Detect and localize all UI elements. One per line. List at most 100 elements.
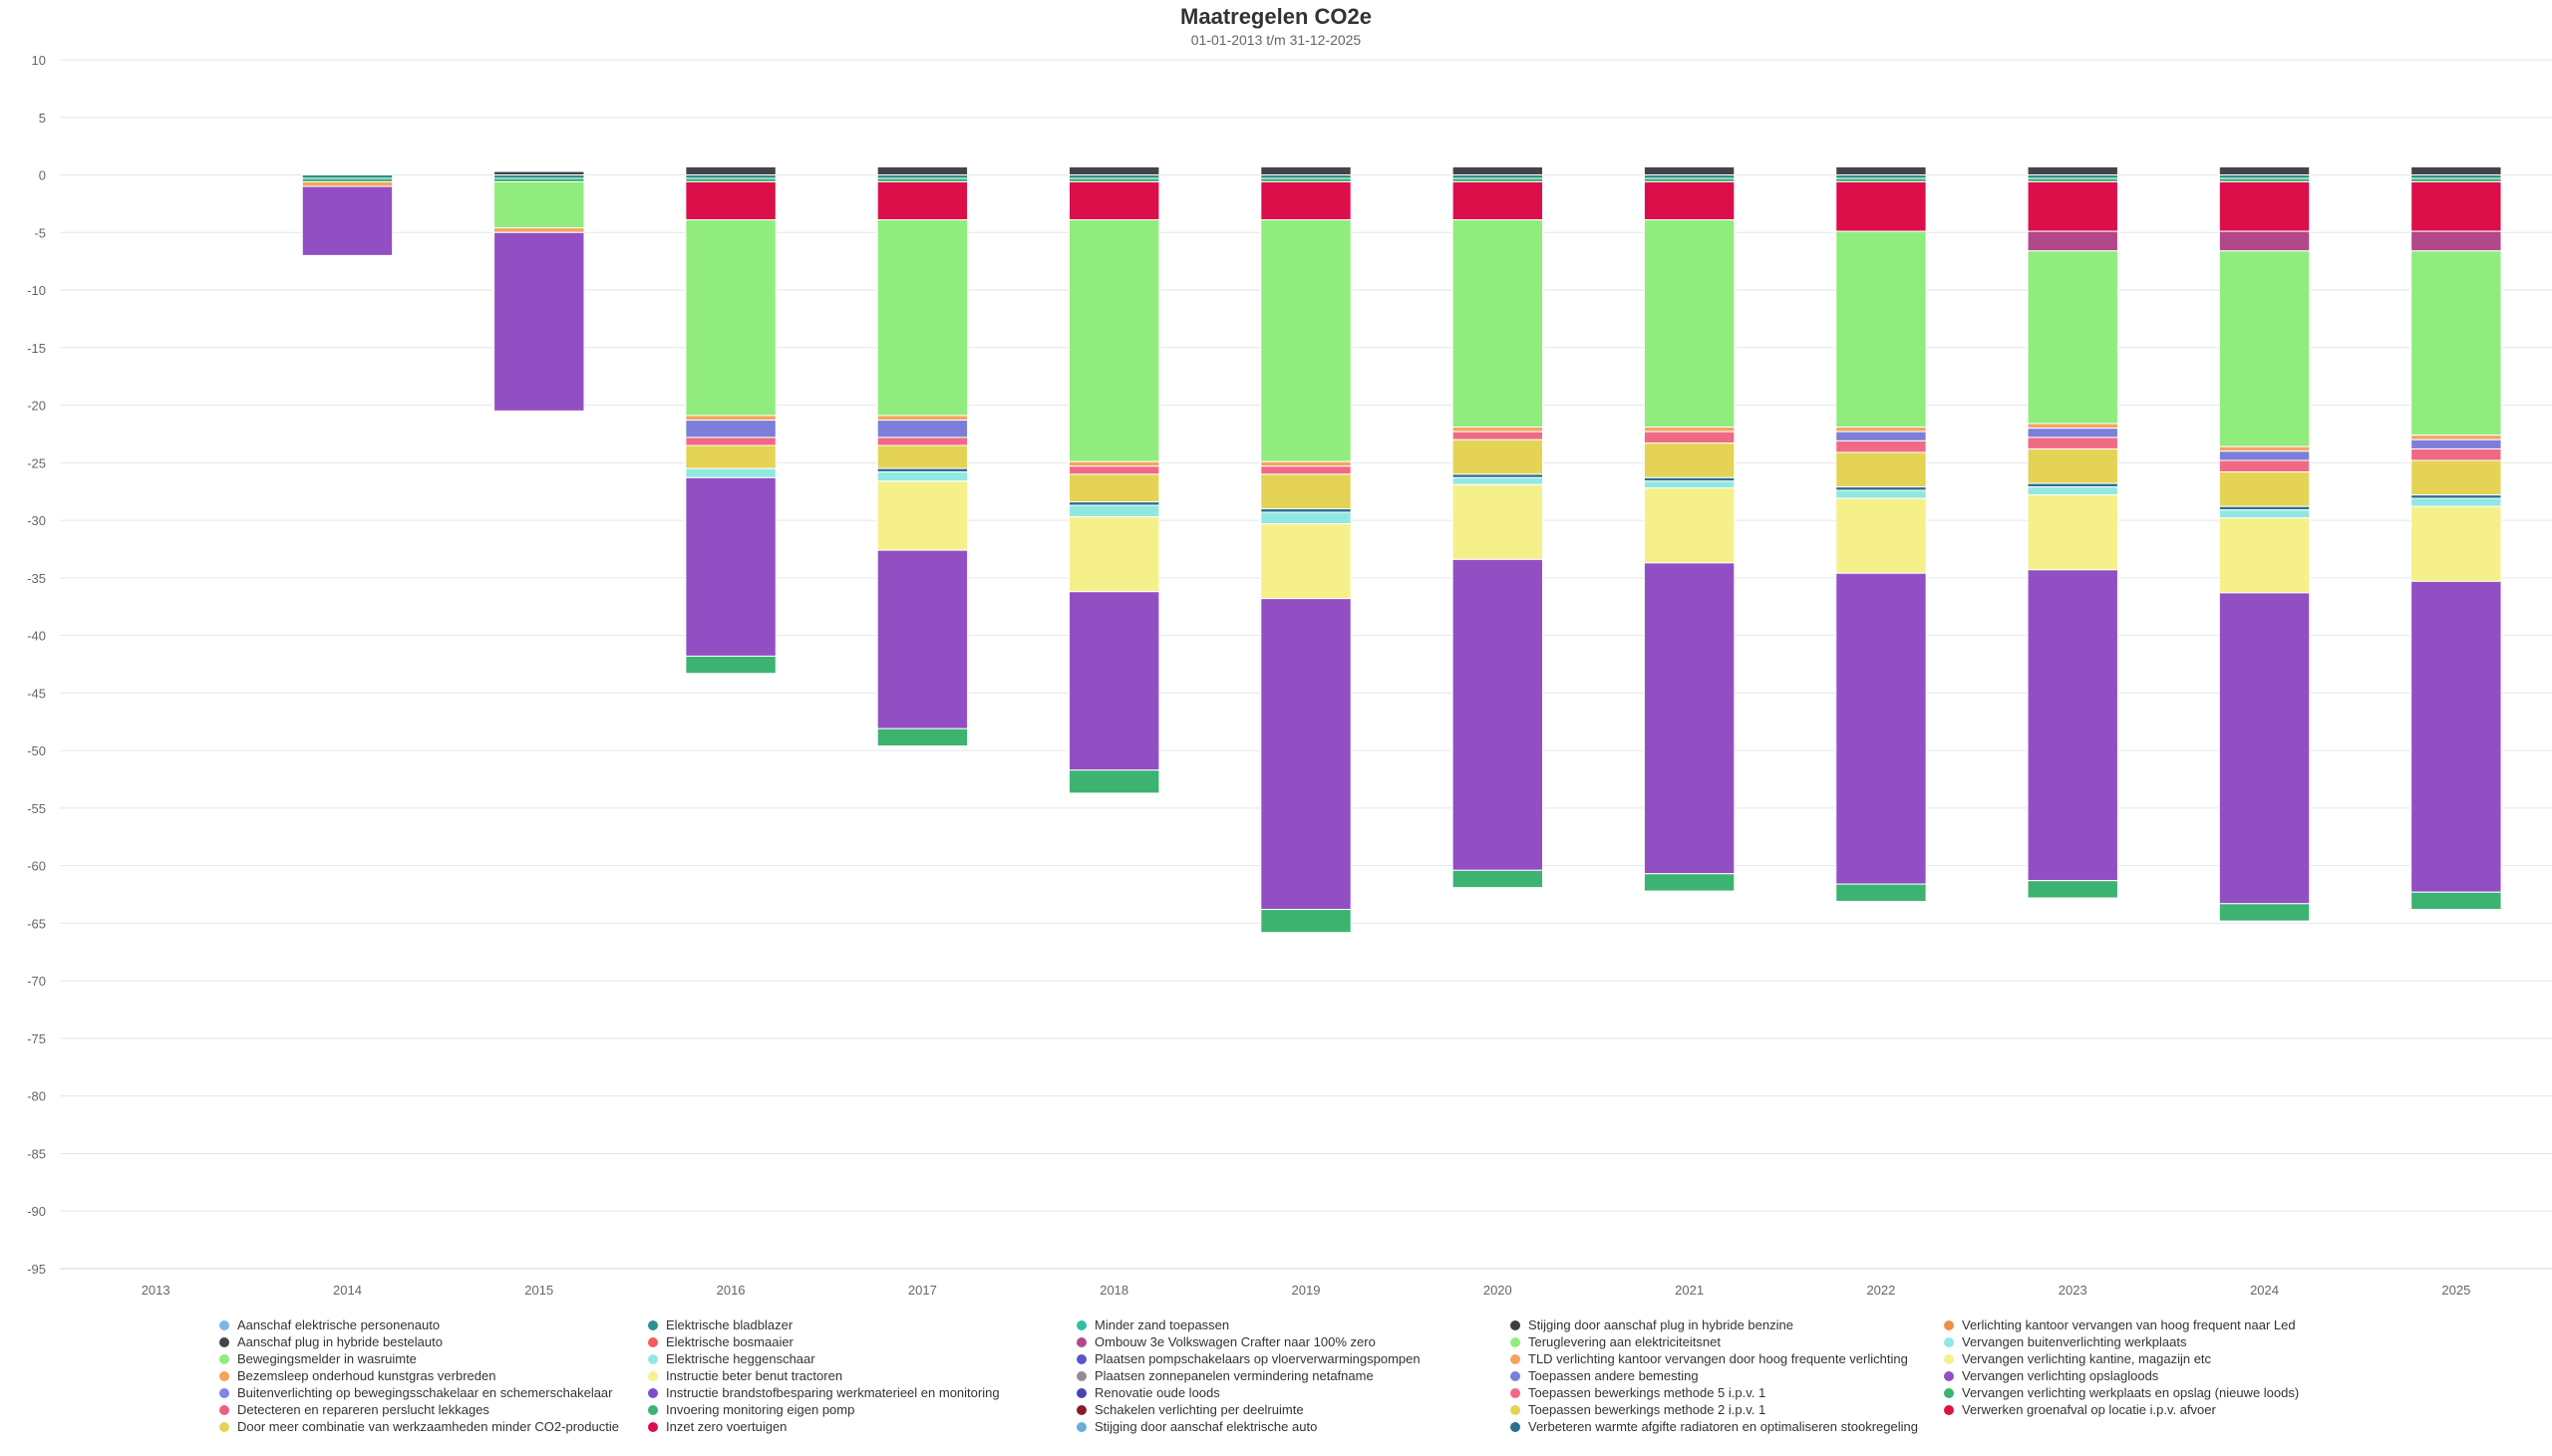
- bar-segment[interactable]: [2410, 165, 2502, 176]
- bar-segment[interactable]: [2410, 447, 2502, 461]
- bar-segment[interactable]: [1451, 473, 1543, 478]
- legend-item[interactable]: Ombouw 3e Volkswagen Crafter naar 100% z…: [1077, 1333, 1510, 1350]
- bar-segment[interactable]: [876, 177, 969, 182]
- bar-segment[interactable]: [1260, 511, 1352, 525]
- bar-segment[interactable]: [685, 476, 777, 657]
- bar-segment[interactable]: [876, 415, 969, 422]
- bar-segment[interactable]: [1643, 165, 1736, 176]
- bar-segment[interactable]: [1260, 523, 1352, 600]
- bar-segment[interactable]: [876, 471, 969, 482]
- bar-segment[interactable]: [2027, 447, 2118, 484]
- bar-segment[interactable]: [2218, 903, 2311, 922]
- bar-segment[interactable]: [2218, 174, 2311, 179]
- bar-segment[interactable]: [1069, 465, 1160, 475]
- bar-segment[interactable]: [685, 467, 777, 478]
- bar-segment[interactable]: [1260, 219, 1352, 462]
- bar-segment[interactable]: [876, 467, 969, 473]
- bar-segment[interactable]: [876, 437, 969, 446]
- bar-segment[interactable]: [1260, 508, 1352, 513]
- bar-segment[interactable]: [2027, 437, 2118, 449]
- bar-segment[interactable]: [1451, 869, 1543, 889]
- bar-segment[interactable]: [1451, 431, 1543, 440]
- legend-item[interactable]: Teruglevering aan elektriciteitsnet: [1510, 1333, 1944, 1350]
- bar-segment[interactable]: [2218, 517, 2311, 594]
- legend-item[interactable]: Bewegingsmelder in wasruimte: [219, 1350, 648, 1367]
- legend-item[interactable]: Inzet zero voertuigen: [648, 1418, 1077, 1435]
- bar-segment[interactable]: [493, 227, 585, 233]
- bar-segment[interactable]: [1643, 427, 1736, 433]
- bar-segment[interactable]: [2410, 438, 2502, 449]
- bar-segment[interactable]: [1643, 442, 1736, 478]
- bar-segment[interactable]: [1069, 180, 1160, 221]
- bar-segment[interactable]: [876, 420, 969, 438]
- legend-item[interactable]: Stijging door aanschaf plug in hybride b…: [1510, 1316, 1944, 1333]
- bar-segment[interactable]: [685, 415, 777, 422]
- legend-item[interactable]: Invoering monitoring eigen pomp: [648, 1401, 1077, 1418]
- bar-segment[interactable]: [2218, 509, 2311, 519]
- bar-segment[interactable]: [1643, 480, 1736, 489]
- bar-segment[interactable]: [1835, 497, 1927, 574]
- bar-segment[interactable]: [1260, 465, 1352, 475]
- bar-segment[interactable]: [1451, 483, 1543, 560]
- bar-segment[interactable]: [876, 444, 969, 469]
- legend-item[interactable]: Bezemsleep onderhoud kunstgras verbreden: [219, 1367, 648, 1384]
- bar-segment[interactable]: [685, 437, 777, 446]
- bar-segment[interactable]: [685, 177, 777, 182]
- bar-segment[interactable]: [1451, 427, 1543, 433]
- bar-segment[interactable]: [1451, 180, 1543, 221]
- bar-segment[interactable]: [1643, 562, 1736, 875]
- bar-segment[interactable]: [2218, 471, 2311, 507]
- legend-item[interactable]: Minder zand toepassen: [1077, 1316, 1510, 1333]
- legend-item[interactable]: Plaatsen zonnepanelen vermindering netaf…: [1077, 1367, 1510, 1384]
- legend-item[interactable]: Toepassen bewerkings methode 2 i.p.v. 1: [1510, 1401, 1944, 1418]
- bar-segment[interactable]: [1451, 438, 1543, 475]
- bar-segment[interactable]: [1835, 572, 1927, 885]
- bar-segment[interactable]: [876, 180, 969, 221]
- bar-segment[interactable]: [1451, 558, 1543, 871]
- legend-item[interactable]: Elektrische heggenschaar: [648, 1350, 1077, 1367]
- legend-item[interactable]: Verwerken groenafval op locatie i.p.v. a…: [1944, 1401, 2383, 1418]
- bar-segment[interactable]: [685, 174, 777, 179]
- bar-segment[interactable]: [685, 219, 777, 417]
- bar-segment[interactable]: [1835, 180, 1927, 232]
- bar-segment[interactable]: [2410, 174, 2502, 179]
- bar-segment[interactable]: [2218, 180, 2311, 232]
- legend-item[interactable]: Renovatie oude loods: [1077, 1384, 1510, 1401]
- bar-segment[interactable]: [2410, 230, 2502, 252]
- bar-segment[interactable]: [685, 165, 777, 176]
- bar-segment[interactable]: [1643, 873, 1736, 892]
- bar-segment[interactable]: [1835, 439, 1927, 453]
- bar-segment[interactable]: [876, 549, 969, 729]
- bar-segment[interactable]: [1643, 219, 1736, 429]
- bar-segment[interactable]: [2218, 592, 2311, 905]
- bar-segment[interactable]: [1451, 219, 1543, 429]
- bar-segment[interactable]: [1069, 516, 1160, 593]
- legend-item[interactable]: Aanschaf plug in hybride bestelauto: [219, 1333, 648, 1350]
- legend-item[interactable]: Buitenverlichting op bewegingsschakelaar…: [219, 1384, 648, 1401]
- bar-segment[interactable]: [2027, 494, 2118, 571]
- bar-segment[interactable]: [301, 177, 394, 182]
- bar-segment[interactable]: [1260, 165, 1352, 176]
- bar-segment[interactable]: [1451, 476, 1543, 485]
- legend-item[interactable]: Aanschaf elektrische personenauto: [219, 1316, 648, 1333]
- bar-segment[interactable]: [2027, 230, 2118, 252]
- bar-segment[interactable]: [1069, 177, 1160, 182]
- bar-segment[interactable]: [876, 219, 969, 417]
- bar-segment[interactable]: [1835, 165, 1927, 176]
- bar-segment[interactable]: [2027, 486, 2118, 496]
- bar-segment[interactable]: [1069, 460, 1160, 467]
- bar-segment[interactable]: [685, 444, 777, 469]
- bar-segment[interactable]: [876, 728, 969, 747]
- bar-segment[interactable]: [1835, 486, 1927, 491]
- bar-segment[interactable]: [2027, 250, 2118, 425]
- bar-segment[interactable]: [1069, 473, 1160, 503]
- bar-segment[interactable]: [2218, 459, 2311, 473]
- bar-segment[interactable]: [1260, 174, 1352, 179]
- bar-segment[interactable]: [1643, 431, 1736, 444]
- bar-segment[interactable]: [1069, 165, 1160, 176]
- legend-item[interactable]: Stijging door aanschaf elektrische auto: [1077, 1418, 1510, 1435]
- bar-segment[interactable]: [1835, 174, 1927, 179]
- legend-item[interactable]: Plaatsen pompschakelaars op vloerverwarm…: [1077, 1350, 1510, 1367]
- bar-segment[interactable]: [2027, 428, 2118, 438]
- bar-segment[interactable]: [1260, 177, 1352, 182]
